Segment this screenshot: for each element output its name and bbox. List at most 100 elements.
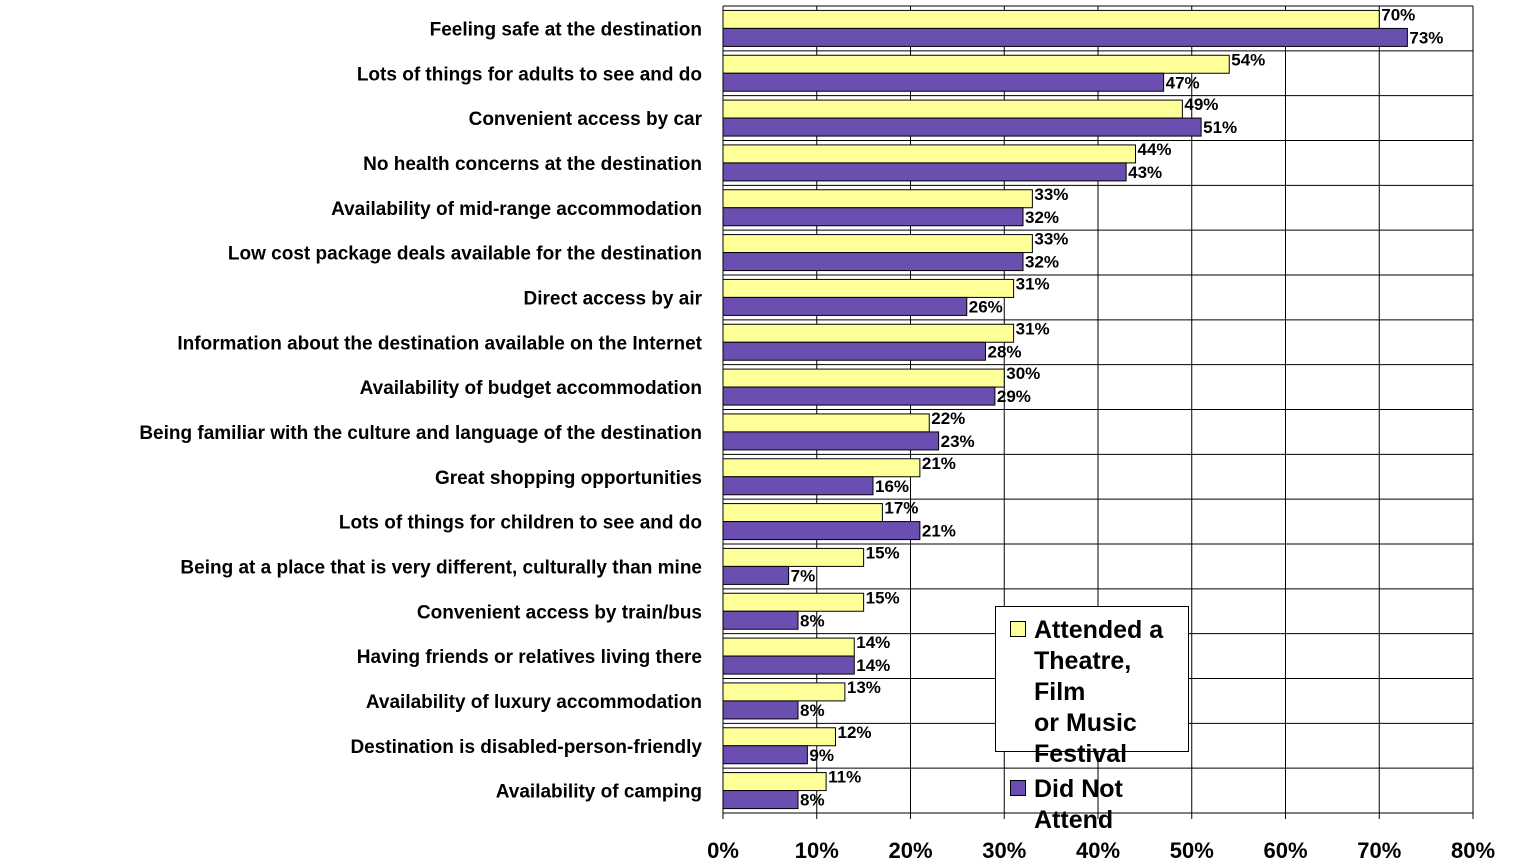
category-label: Availability of luxury accommodation	[366, 692, 702, 713]
category-label: Lots of things for children to see and d…	[339, 513, 702, 534]
category-label: No health concerns at the destination	[363, 154, 702, 175]
data-label-attended: 15%	[866, 543, 900, 562]
data-label-not-attended: 29%	[997, 387, 1031, 406]
bar-not-attended	[722, 162, 1127, 182]
data-label-not-attended: 14%	[856, 656, 890, 675]
x-tick-label: 10%	[795, 838, 839, 863]
bar-not-attended	[722, 207, 1024, 227]
grid	[722, 5, 1474, 819]
data-label-attended: 31%	[1016, 274, 1050, 293]
bar-not-attended	[722, 252, 1024, 272]
bar-not-attended	[722, 72, 1165, 92]
legend-swatch-not-attended	[1010, 780, 1026, 796]
bar-attended	[722, 772, 827, 792]
bar-attended	[722, 9, 1380, 29]
data-label-not-attended: 16%	[875, 477, 909, 496]
bar-not-attended	[722, 431, 940, 451]
data-label-attended: 17%	[884, 499, 918, 518]
data-label-not-attended: 51%	[1203, 118, 1237, 137]
bar-attended	[722, 278, 1015, 298]
bar-not-attended	[722, 521, 921, 541]
bar-attended	[722, 727, 836, 747]
category-label: Great shopping opportunities	[435, 468, 702, 489]
category-label: Lots of things for adults to see and do	[357, 64, 702, 85]
bar-not-attended	[722, 655, 855, 675]
bar-attended	[722, 99, 1183, 119]
x-tick-label: 40%	[1076, 838, 1120, 863]
data-label-not-attended: 73%	[1409, 28, 1443, 47]
bar-attended	[722, 592, 865, 612]
legend-swatch-attended	[1010, 621, 1026, 637]
bar-not-attended	[722, 386, 996, 406]
bar-attended	[722, 368, 1005, 388]
data-label-attended: 14%	[856, 633, 890, 652]
data-label-attended: 21%	[922, 454, 956, 473]
data-label-not-attended: 26%	[969, 297, 1003, 316]
data-label-not-attended: 43%	[1128, 163, 1162, 182]
data-label-attended: 33%	[1034, 230, 1068, 249]
data-label-not-attended: 28%	[988, 342, 1022, 361]
data-label-attended: 33%	[1034, 185, 1068, 204]
x-tick-label: 70%	[1357, 838, 1401, 863]
category-label: Being at a place that is very different,…	[180, 557, 702, 578]
data-label-attended: 15%	[866, 588, 900, 607]
data-label-not-attended: 23%	[941, 432, 975, 451]
legend: Attended a Theatre, Film or Music Festiv…	[995, 606, 1189, 834]
category-label: Information about the destination availa…	[177, 333, 702, 354]
data-label-attended: 54%	[1231, 50, 1265, 69]
data-label-attended: 44%	[1138, 140, 1172, 159]
data-label-not-attended: 32%	[1025, 208, 1059, 227]
legend-item-attended: Attended a Theatre, Film or Music Festiv…	[1010, 615, 1178, 770]
bars	[722, 9, 1408, 810]
x-axis-tick-labels: 0% 10% 20% 30% 40% 50% 60% 70% 80%	[707, 838, 1495, 863]
bar-attended	[722, 54, 1230, 74]
category-label: Availability of mid-range accommodation	[331, 199, 702, 220]
data-label-not-attended: 47%	[1166, 73, 1200, 92]
data-label-attended: 30%	[1006, 364, 1040, 383]
bar-attended	[722, 503, 883, 523]
category-label: Being familiar with the culture and lang…	[139, 423, 702, 444]
data-label-attended: 31%	[1016, 319, 1050, 338]
x-tick-label: 50%	[1170, 838, 1214, 863]
legend-label-attended-line2: or Music Festival	[1034, 709, 1137, 768]
category-label: Destination is disabled-person-friendly	[350, 737, 702, 758]
bar-not-attended	[722, 296, 968, 316]
bar-not-attended	[722, 790, 799, 810]
x-tick-label: 0%	[707, 838, 739, 863]
data-label-not-attended: 21%	[922, 522, 956, 541]
category-label: Feeling safe at the destination	[430, 19, 702, 40]
data-label-attended: 49%	[1184, 95, 1218, 114]
bar-attended	[722, 682, 846, 702]
data-labels: 70% 73% 54% 47% 49% 51% 44% 43% 33% 32% 33% 32% 31% 2…	[791, 5, 1444, 809]
category-labels: Feeling safe at the destination Lots of t…	[139, 19, 702, 802]
data-label-not-attended: 7%	[791, 566, 816, 585]
category-label: Convenient access by car	[469, 109, 703, 130]
bar-not-attended	[722, 476, 874, 496]
x-tick-label: 30%	[982, 838, 1026, 863]
bar-not-attended	[722, 610, 799, 630]
data-label-not-attended: 8%	[800, 611, 825, 630]
bar-attended	[722, 458, 921, 478]
data-label-not-attended: 8%	[800, 701, 825, 720]
data-label-attended: 13%	[847, 678, 881, 697]
category-label: Low cost package deals available for the…	[228, 244, 702, 265]
bar-not-attended	[722, 27, 1408, 47]
x-tick-label: 20%	[888, 838, 932, 863]
legend-item-not-attended: Did Not Attend	[1010, 774, 1178, 836]
bar-not-attended	[722, 117, 1202, 137]
bar-attended	[722, 547, 865, 567]
data-label-not-attended: 8%	[800, 791, 825, 810]
bar-attended	[722, 637, 855, 657]
data-label-not-attended: 9%	[809, 746, 834, 765]
bar-attended	[722, 323, 1015, 343]
legend-label-attended-line1: Attended a Theatre, Film	[1034, 616, 1164, 706]
x-tick-label: 80%	[1451, 838, 1495, 863]
category-label: Availability of camping	[496, 782, 702, 803]
bar-attended	[722, 189, 1033, 209]
bar-attended	[722, 144, 1136, 164]
data-label-attended: 70%	[1381, 5, 1415, 24]
data-label-attended: 12%	[838, 723, 872, 742]
data-label-attended: 22%	[931, 409, 965, 428]
bar-attended	[722, 413, 930, 433]
